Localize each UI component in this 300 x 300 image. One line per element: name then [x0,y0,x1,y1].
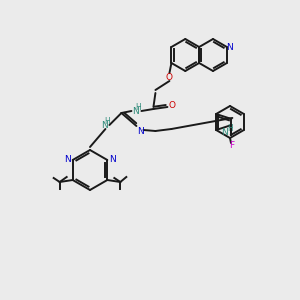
Text: H: H [227,124,233,134]
Text: H: H [105,116,110,125]
Text: O: O [169,101,176,110]
Text: H: H [136,103,141,112]
Text: O: O [166,73,173,82]
Text: N: N [226,43,233,52]
Text: N: N [109,154,116,164]
Text: N: N [101,121,108,130]
Text: N: N [221,128,228,137]
Text: N: N [137,127,144,136]
Text: N: N [64,154,71,164]
Text: F: F [230,142,235,151]
Text: N: N [132,106,139,116]
